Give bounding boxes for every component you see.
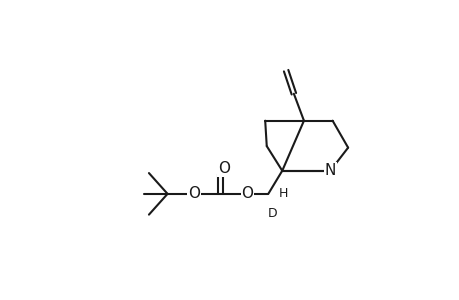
Text: O: O [218,161,230,176]
Text: D: D [268,207,277,220]
Text: N: N [324,163,335,178]
Text: O: O [241,186,253,201]
Text: O: O [187,186,200,201]
Text: H: H [278,187,287,200]
